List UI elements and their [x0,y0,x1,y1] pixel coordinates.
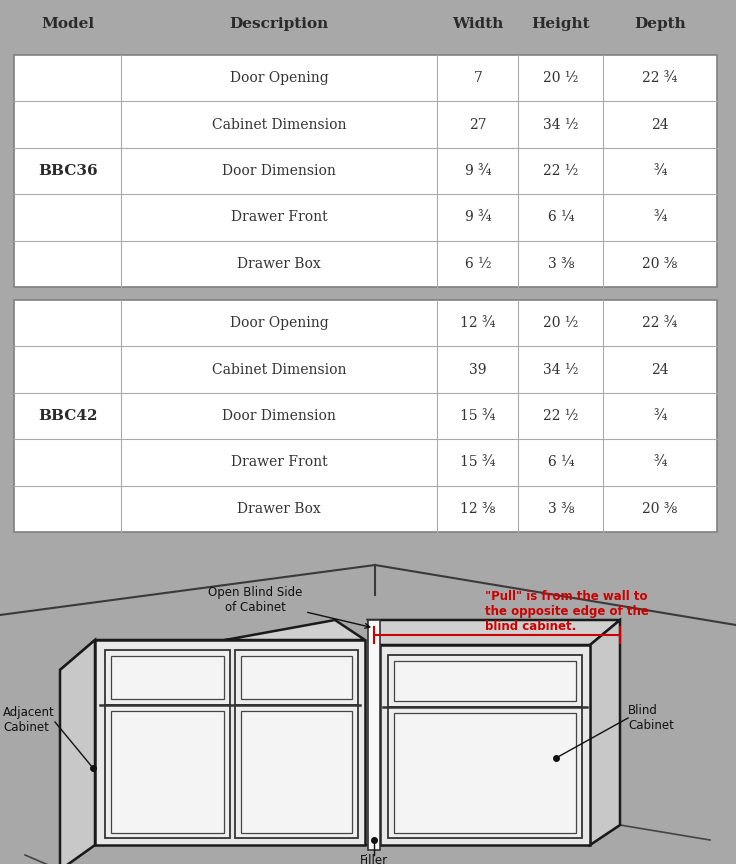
Text: Description: Description [230,17,329,31]
Text: Door Dimension: Door Dimension [222,164,336,178]
Polygon shape [235,650,358,705]
Polygon shape [95,640,365,845]
Text: 22 ¾: 22 ¾ [643,71,678,86]
Text: Blind
Cabinet: Blind Cabinet [628,704,674,732]
Text: 20 ½: 20 ½ [543,316,578,330]
Text: "Pull" is from the wall to
the opposite edge of the
blind cabinet.: "Pull" is from the wall to the opposite … [485,590,649,633]
Text: Drawer Front: Drawer Front [230,455,328,469]
Polygon shape [590,620,620,845]
Text: 20 ⅜: 20 ⅜ [643,502,678,516]
Polygon shape [241,711,352,833]
Text: 7: 7 [473,71,482,86]
Text: 6 ¼: 6 ¼ [548,211,574,225]
Polygon shape [105,650,230,705]
Text: ¾: ¾ [654,164,667,178]
Polygon shape [394,713,576,833]
Text: 34 ½: 34 ½ [543,118,578,131]
Text: 24: 24 [651,118,669,131]
Text: 20 ⅜: 20 ⅜ [643,257,678,270]
Polygon shape [368,620,380,850]
Polygon shape [235,705,358,838]
Text: 12 ⅜: 12 ⅜ [460,502,495,516]
Text: 22 ½: 22 ½ [543,164,578,178]
Polygon shape [60,640,95,864]
Text: ¾: ¾ [654,455,667,469]
Polygon shape [368,620,620,645]
Text: 6 ¼: 6 ¼ [548,455,574,469]
Text: 12 ¾: 12 ¾ [460,316,495,330]
Bar [14,55,717,287]
Polygon shape [394,661,576,701]
Text: 15 ¾: 15 ¾ [460,409,495,423]
Text: Drawer Box: Drawer Box [237,257,321,270]
Text: 15 ¾: 15 ¾ [460,455,495,469]
Text: Drawer Box: Drawer Box [237,502,321,516]
Polygon shape [105,705,230,838]
Text: Filler: Filler [360,854,388,864]
Text: Door Dimension: Door Dimension [222,409,336,423]
Text: BBC42: BBC42 [38,409,98,423]
Text: 39: 39 [470,363,486,377]
Polygon shape [388,707,582,838]
Text: Open Blind Side
of Cabinet: Open Blind Side of Cabinet [208,586,369,628]
Text: 24: 24 [651,363,669,377]
Text: 9 ¾: 9 ¾ [464,211,491,225]
Text: 27: 27 [469,118,486,131]
Polygon shape [60,620,365,670]
Text: 22 ¾: 22 ¾ [643,316,678,330]
Text: Cabinet Dimension: Cabinet Dimension [212,118,346,131]
Text: BBC36: BBC36 [38,164,98,178]
Text: 9 ¾: 9 ¾ [464,164,491,178]
Bar [14,300,717,532]
Text: 6 ½: 6 ½ [464,257,492,270]
Text: Height: Height [531,17,590,31]
Polygon shape [111,656,224,699]
Text: 3 ⅜: 3 ⅜ [548,502,574,516]
Text: 34 ½: 34 ½ [543,363,578,377]
Text: ¾: ¾ [654,211,667,225]
Text: Cabinet Dimension: Cabinet Dimension [212,363,346,377]
Polygon shape [388,655,582,707]
Text: Drawer Front: Drawer Front [230,211,328,225]
Text: Model: Model [41,17,94,31]
Text: 3 ⅜: 3 ⅜ [548,257,574,270]
Text: 22 ½: 22 ½ [543,409,578,423]
Text: ¾: ¾ [654,409,667,423]
Text: 20 ½: 20 ½ [543,71,578,86]
Polygon shape [380,645,590,845]
Polygon shape [241,656,352,699]
Text: Door Opening: Door Opening [230,316,328,330]
Text: Width: Width [453,17,503,31]
Text: Adjacent
Cabinet: Adjacent Cabinet [3,706,54,734]
Text: Depth: Depth [634,17,686,31]
Text: Door Opening: Door Opening [230,71,328,86]
Polygon shape [111,711,224,833]
